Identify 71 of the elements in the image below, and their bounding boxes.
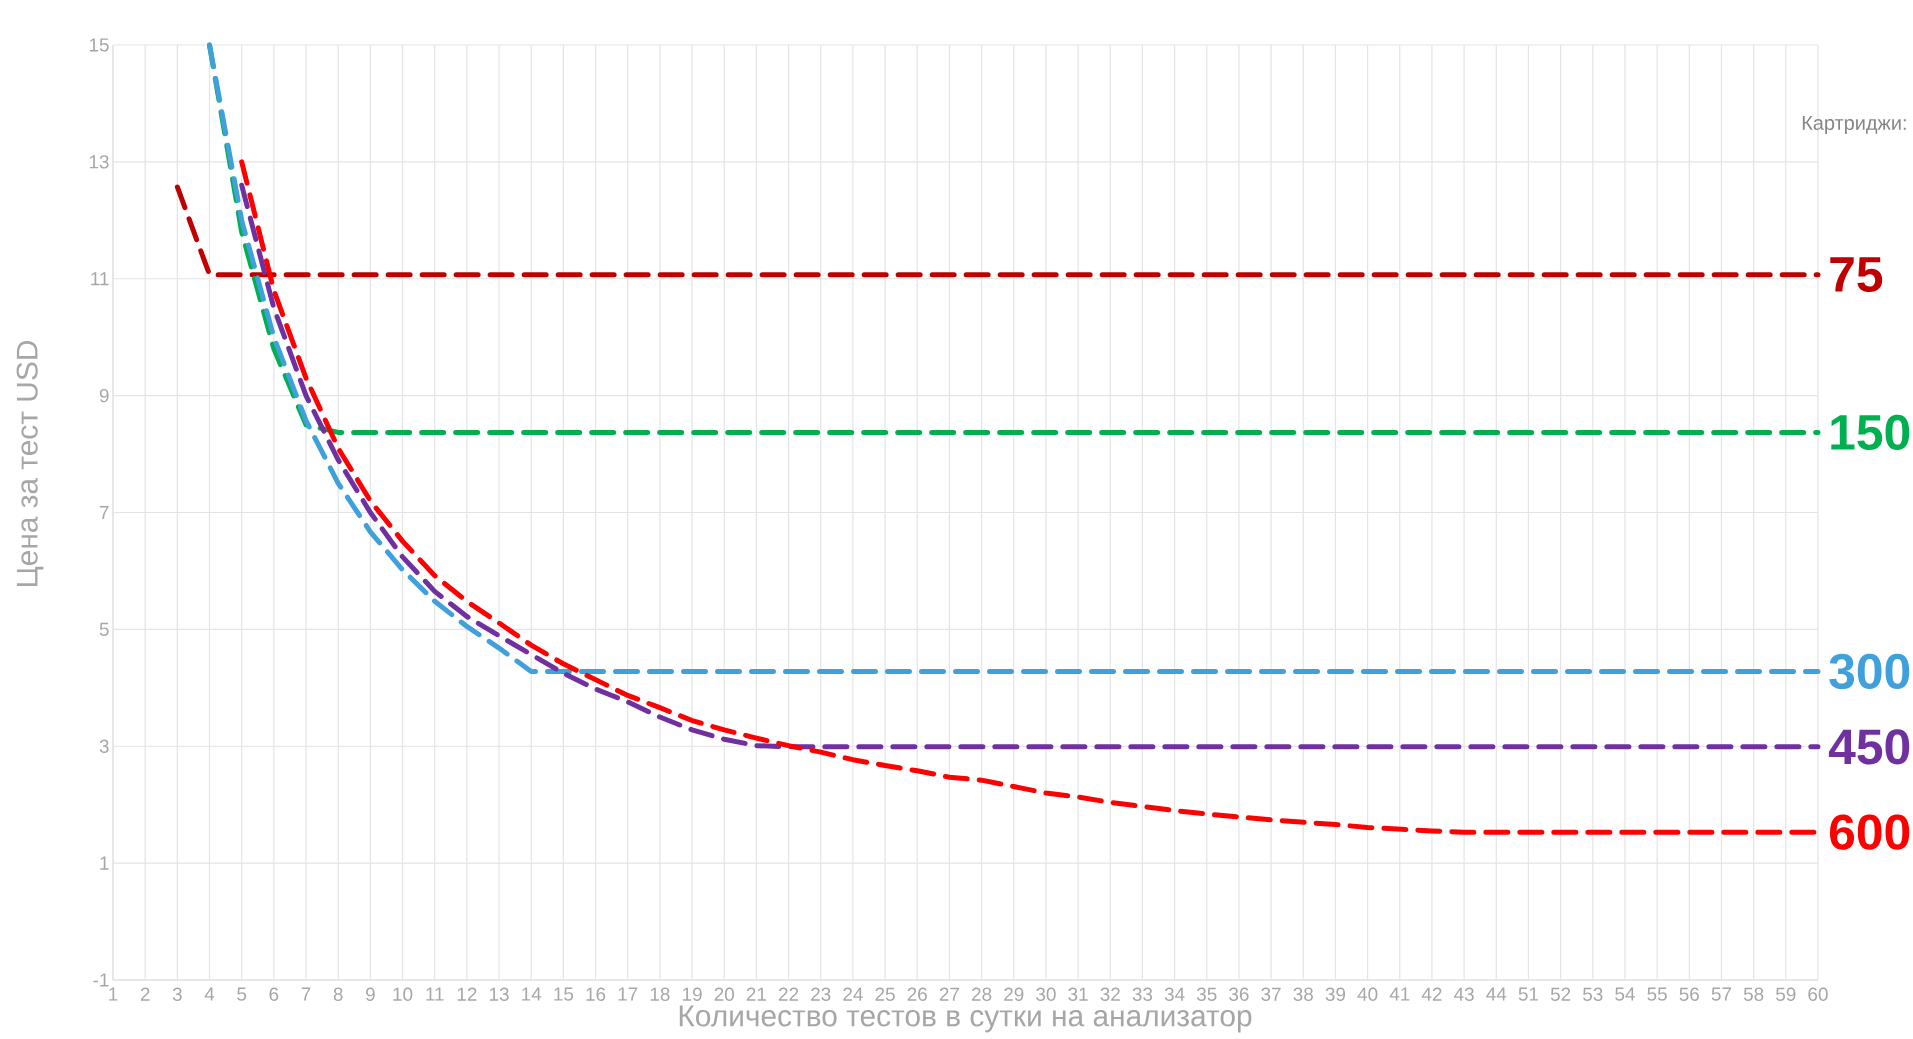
x-tick-label: 30: [1036, 987, 1056, 1001]
x-tick-label: 10: [393, 987, 413, 1001]
x-tick-label: 32: [1100, 987, 1120, 1001]
x-tick-label: 42: [1421, 987, 1442, 1001]
x-tick-label: 19: [682, 987, 702, 1001]
y-tick-label: 11: [91, 272, 109, 286]
y-tick-label: 5: [99, 622, 109, 636]
x-tick-label: 27: [939, 987, 959, 1001]
x-tick-label: 21: [746, 987, 766, 1001]
x-tick-label: 36: [1229, 987, 1249, 1001]
legend-title: Картриджи:: [1802, 116, 1906, 134]
x-tick-label: 28: [972, 987, 992, 1001]
x-tick-label: 51: [1518, 987, 1539, 1001]
x-tick-label: 15: [554, 987, 574, 1001]
x-tick-label: 26: [907, 987, 927, 1001]
x-tick-label: 44: [1486, 987, 1507, 1001]
series-label: 300: [1829, 653, 1910, 690]
series-label: 150: [1831, 414, 1910, 451]
x-tick-label: 9: [365, 987, 375, 1001]
x-tick-label: 37: [1261, 987, 1281, 1001]
x-tick-label: 54: [1615, 987, 1635, 1001]
x-tick-label: 24: [843, 987, 863, 1001]
x-tick-label: 18: [650, 987, 670, 1001]
y-axis-title: Цена за тест USD: [16, 341, 44, 586]
series-label: 450: [1828, 729, 1910, 765]
x-tick-label: 2: [140, 987, 150, 1001]
x-tick-label: 23: [811, 987, 831, 1001]
y-tick-label: 3: [99, 739, 109, 753]
y-tick-label: 9: [99, 388, 109, 403]
x-tick-label: 7: [301, 987, 311, 1001]
y-tick-label: 15: [89, 38, 109, 52]
series-label: 75: [1830, 257, 1883, 293]
x-axis-title: Количество тестов в сутки на анализатор: [679, 1005, 1252, 1033]
x-tick-label: 34: [1164, 987, 1185, 1001]
x-tick-label: 52: [1550, 987, 1571, 1001]
x-tick-label: 12: [457, 987, 477, 1001]
x-tick-label: 6: [269, 987, 279, 1001]
x-tick-label: 13: [489, 987, 509, 1001]
x-tick-label: 56: [1679, 987, 1699, 1001]
x-tick-label: 5: [237, 987, 247, 1001]
x-tick-label: 39: [1325, 987, 1346, 1001]
x-tick-label: 14: [522, 987, 542, 1001]
x-tick-label: 29: [1004, 987, 1024, 1001]
x-tick-label: 35: [1196, 987, 1217, 1001]
x-tick-label: 53: [1583, 987, 1603, 1001]
x-tick-label: 22: [778, 987, 799, 1001]
x-tick-label: 4: [204, 987, 215, 1001]
x-tick-label: 60: [1808, 987, 1828, 1001]
x-tick-label: 25: [875, 987, 895, 1001]
y-tick-label: 1: [100, 856, 109, 870]
x-tick-label: 31: [1068, 987, 1088, 1001]
x-tick-label: 41: [1389, 987, 1410, 1001]
y-tick-label: 13: [89, 155, 109, 169]
x-tick-label: 3: [172, 987, 182, 1001]
x-tick-label: 20: [714, 987, 734, 1001]
x-tick-label: 8: [333, 987, 343, 1001]
y-tick-label: -1: [93, 973, 109, 987]
x-tick-label: 43: [1454, 987, 1474, 1001]
x-tick-label: 11: [426, 987, 444, 1001]
x-tick-label: 57: [1711, 987, 1732, 1001]
x-tick-label: 1: [109, 987, 118, 1001]
series-label: 600: [1830, 814, 1910, 850]
x-tick-label: 55: [1647, 987, 1667, 1001]
x-tick-label: 38: [1293, 987, 1313, 1001]
x-tick-label: 58: [1743, 987, 1764, 1001]
x-tick-label: 16: [586, 987, 606, 1001]
x-tick-label: 33: [1132, 987, 1153, 1001]
y-tick-label: 7: [99, 505, 109, 519]
x-tick-label: 59: [1776, 987, 1796, 1001]
x-tick-label: 40: [1357, 987, 1378, 1001]
x-tick-label: 17: [618, 987, 638, 1001]
